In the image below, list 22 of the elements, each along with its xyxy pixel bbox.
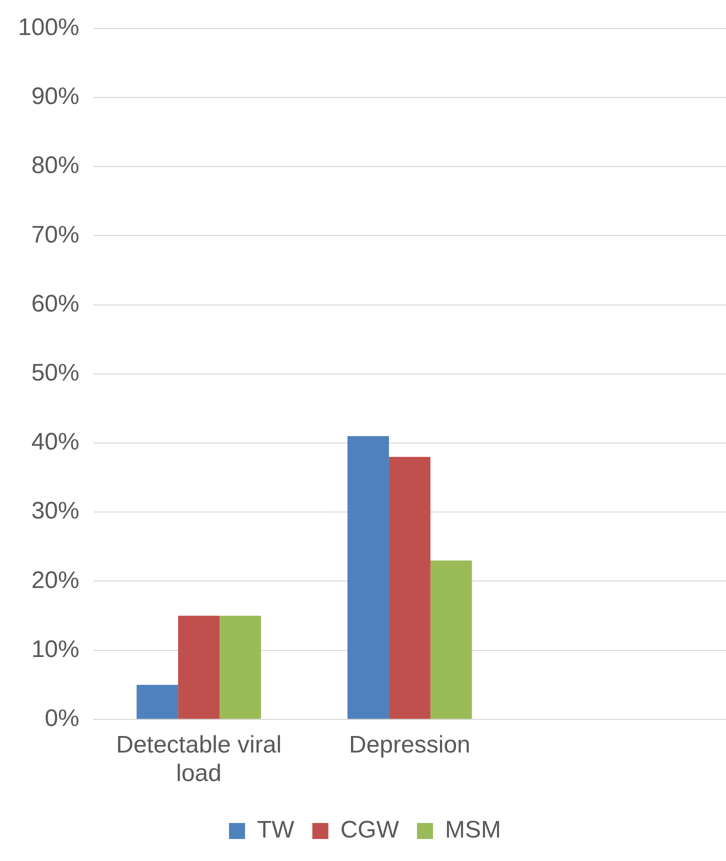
y-tick-label: 50% <box>31 360 80 387</box>
y-tick-label: 20% <box>31 566 80 594</box>
x-tick-label: Depression <box>348 731 470 758</box>
y-tick-label: 80% <box>31 152 80 180</box>
bar <box>220 616 262 719</box>
y-tick-label: 60% <box>31 290 80 318</box>
legend-label: TW <box>257 816 295 844</box>
y-tick-label: 70% <box>31 221 80 248</box>
y-tick-label: 40% <box>31 428 80 456</box>
legend-label: MSM <box>444 816 501 844</box>
y-tick-label: 100% <box>18 14 80 42</box>
bar <box>347 436 389 719</box>
bar <box>430 560 472 719</box>
y-tick-label: 0% <box>44 705 80 732</box>
y-tick-label: 30% <box>31 498 80 525</box>
x-tick-label: Detectable viral load <box>116 731 282 788</box>
bar <box>178 616 220 719</box>
legend-label: CGW <box>340 816 400 844</box>
bar <box>388 456 430 719</box>
y-tick-label: 90% <box>31 83 80 110</box>
bar <box>136 684 178 719</box>
y-tick-label: 10% <box>31 636 80 663</box>
